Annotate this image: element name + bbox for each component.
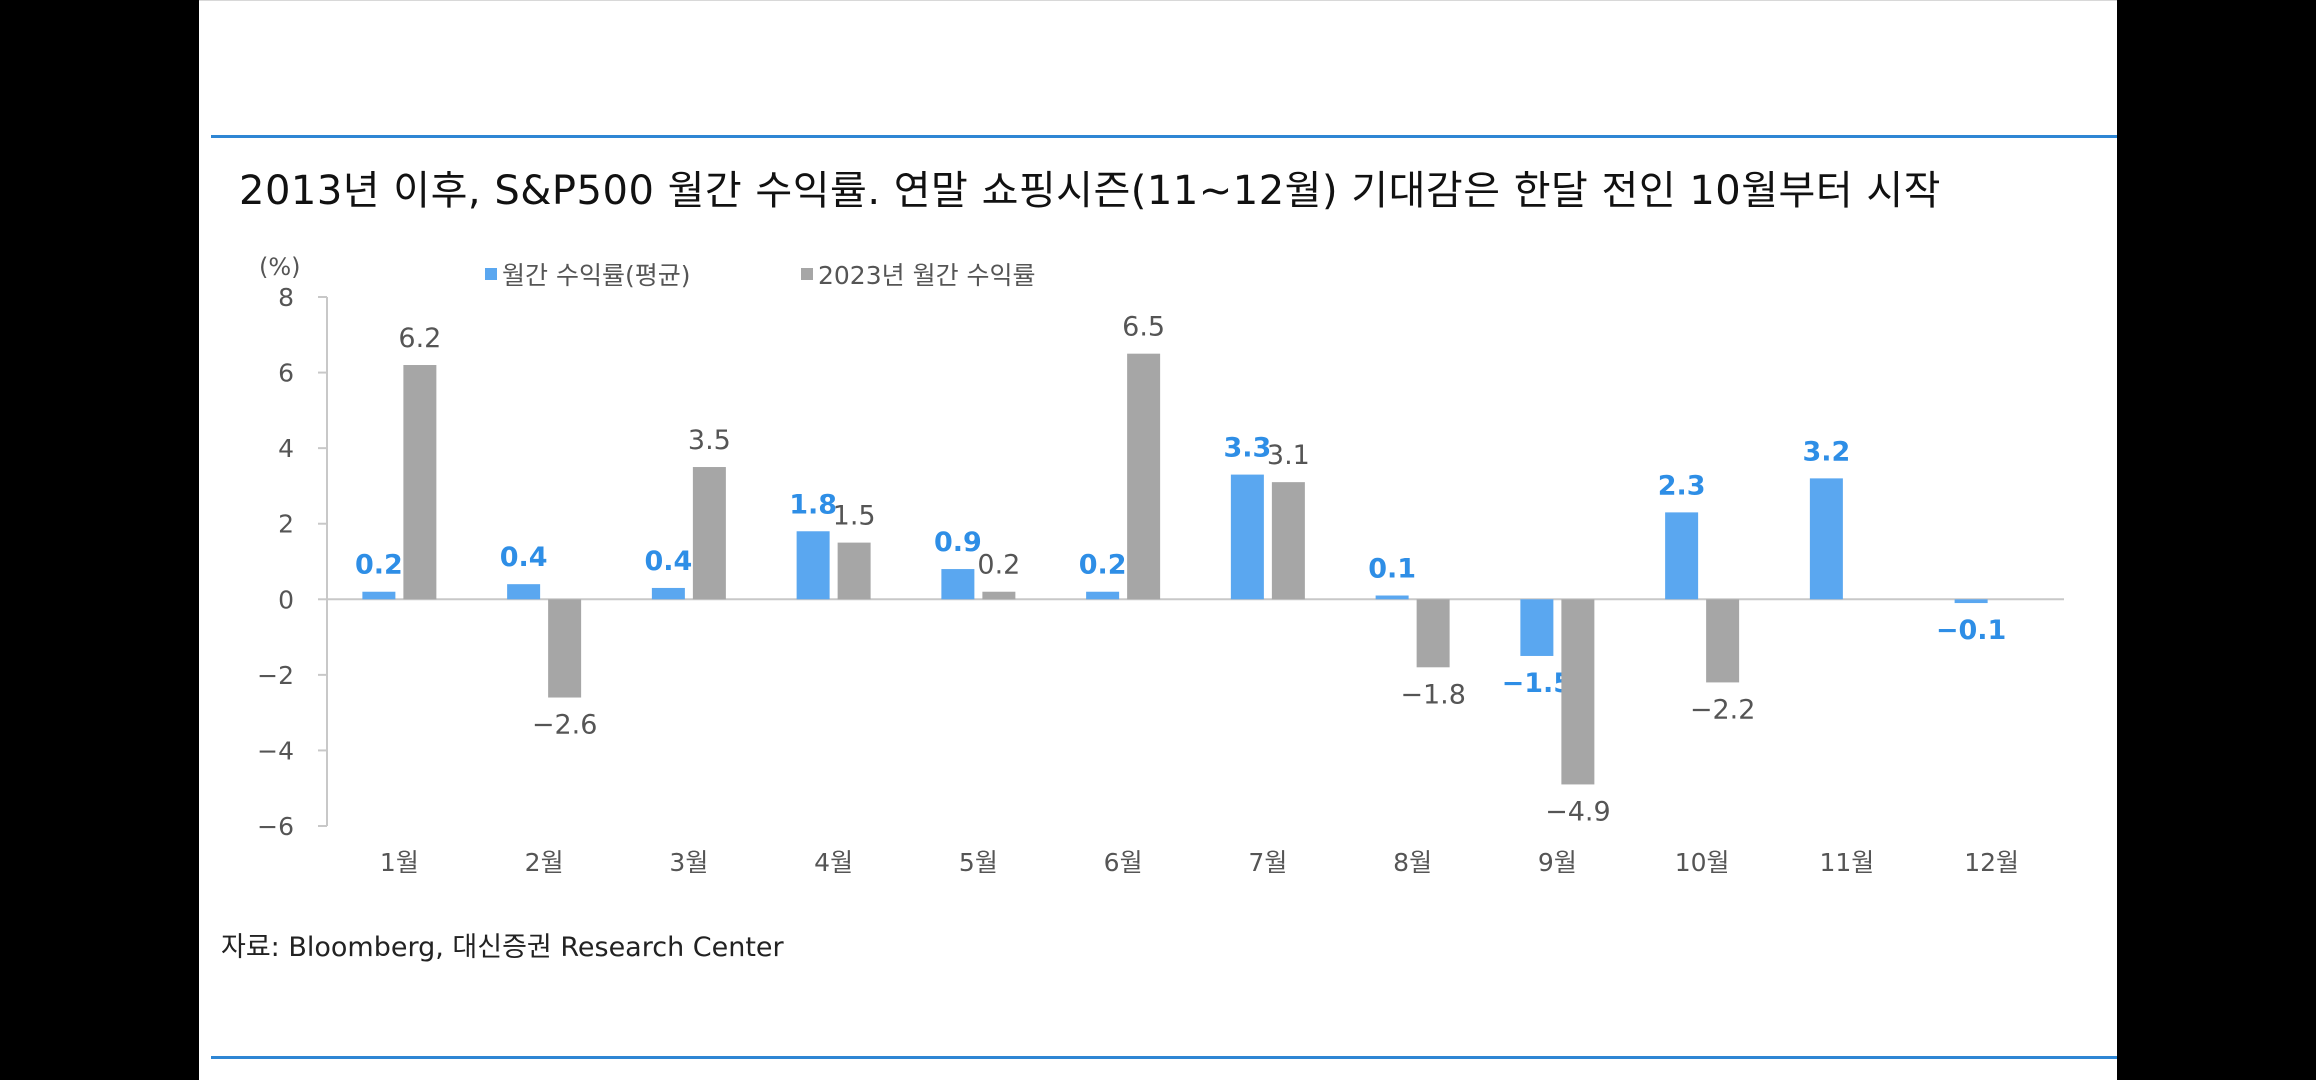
data-label: 0.2: [1079, 550, 1127, 581]
y-tick-label: 4: [278, 434, 294, 463]
data-label: −4.9: [1545, 796, 1611, 827]
data-label: −0.1: [1936, 615, 2006, 646]
bar: [1665, 512, 1699, 600]
y-tick-label: 6: [278, 359, 294, 388]
bar: [1416, 599, 1450, 668]
bar: [548, 599, 582, 698]
y-tick-label: 8: [278, 283, 294, 312]
data-label: −1.5: [1502, 668, 1572, 699]
chart-separator: [199, 0, 2117, 1]
bar: [692, 467, 726, 600]
bar: [1127, 353, 1161, 600]
x-tick-label: 1월: [380, 848, 419, 877]
data-label: 0.1: [1368, 554, 1416, 585]
data-label: 3.3: [1223, 433, 1271, 464]
bar: [1706, 599, 1740, 683]
y-tick-label: 2: [278, 510, 294, 539]
data-label: −2.6: [532, 710, 598, 741]
bar-chart: 8 6 4 2 0 −2 −4 −6 (%) 월간 수익률(평균) 2023년 월간 수익률 1월 2월…: [257, 253, 2064, 877]
legend-swatch: [485, 268, 497, 280]
bar: [837, 542, 871, 600]
data-label: −2.2: [1690, 694, 1756, 725]
data-label: 0.4: [500, 542, 548, 573]
x-tick-label: 9월: [1538, 848, 1577, 877]
bar: [1520, 599, 1554, 656]
y-unit-label: (%): [259, 253, 301, 281]
bar: [1086, 591, 1120, 600]
y-tick-label: −2: [257, 661, 294, 690]
x-tick-label: 11월: [1819, 848, 1874, 877]
chart-title: 2013년 이후, S&P500 월간 수익률. 연말 쇼핑시즌(11~12월)…: [239, 168, 1941, 214]
bottom-rule: [211, 1056, 2117, 1059]
x-tick-label: 10월: [1675, 848, 1730, 877]
top-rule: [211, 135, 2117, 138]
bar: [1230, 474, 1264, 600]
y-tick-label: 0: [278, 585, 294, 614]
x-tick-label: 3월: [669, 848, 708, 877]
data-label: 3.1: [1267, 440, 1310, 471]
x-tick-label: 6월: [1104, 848, 1143, 877]
data-label: −1.8: [1400, 679, 1466, 710]
bar: [1375, 595, 1409, 600]
data-label: 6.5: [1122, 312, 1165, 343]
data-label: 2.3: [1658, 470, 1706, 501]
data-label: 0.2: [355, 550, 403, 581]
data-label: 3.5: [688, 425, 731, 456]
x-tick-label: 8월: [1393, 848, 1432, 877]
x-tick-label: 2월: [525, 848, 564, 877]
source-note: 자료: Bloomberg, 대신증권 Research Center: [221, 932, 784, 963]
legend-swatch: [801, 268, 813, 280]
bar: [1271, 482, 1305, 600]
x-tick-label: 12월: [1964, 848, 2019, 877]
data-label: 0.9: [934, 527, 982, 558]
bar: [1954, 599, 1988, 604]
bar: [796, 531, 830, 600]
bar: [403, 365, 437, 600]
data-label: 3.2: [1802, 436, 1850, 467]
data-label: 1.8: [789, 489, 837, 520]
bar: [507, 584, 541, 600]
bar: [982, 591, 1016, 600]
data-label: 0.2: [977, 550, 1020, 581]
x-tick-label: 7월: [1248, 848, 1287, 877]
legend-label: 2023년 월간 수익률: [818, 261, 1036, 290]
y-tick-label: −4: [257, 736, 294, 765]
bar: [362, 591, 396, 600]
data-label: 6.2: [398, 323, 441, 354]
bar: [941, 569, 975, 600]
y-tick-label: −6: [257, 812, 294, 841]
bar: [1809, 478, 1843, 600]
x-tick-label: 4월: [814, 848, 853, 877]
legend-label: 월간 수익률(평균): [502, 261, 690, 290]
data-label: 1.5: [833, 501, 876, 532]
data-label: 0.4: [644, 546, 692, 577]
bar: [651, 587, 685, 600]
bar: [1561, 599, 1595, 785]
report-page: 2013년 이후, S&P500 월간 수익률. 연말 쇼핑시즌(11~12월)…: [199, 0, 2117, 1080]
x-tick-label: 5월: [959, 848, 998, 877]
